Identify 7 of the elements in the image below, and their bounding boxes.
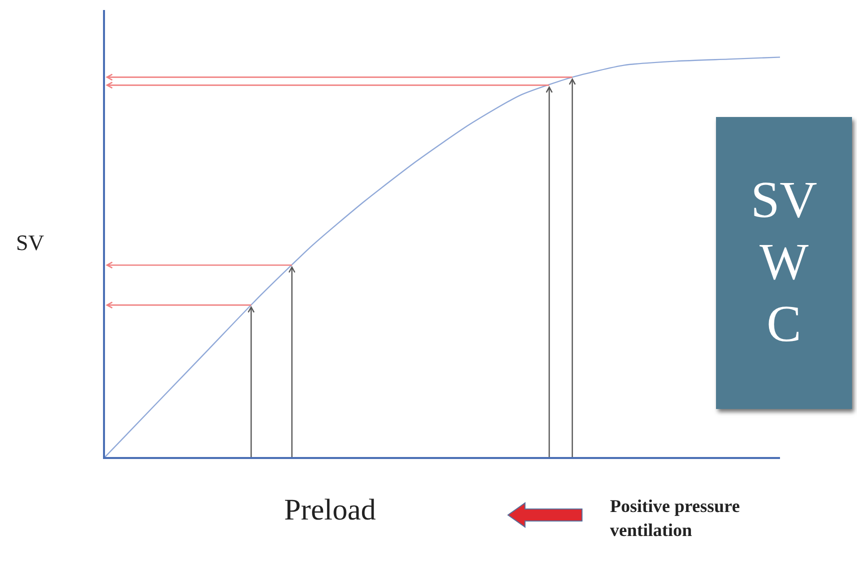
annotation: SV xyxy=(750,171,818,231)
text-panel: SV W C xyxy=(716,117,852,409)
annotation: C xyxy=(766,295,802,355)
annotation: W xyxy=(759,233,809,293)
y-axis-title: SV xyxy=(16,230,44,255)
text: Positive pressure ventilation xyxy=(610,495,741,542)
x-axis-title: Preload xyxy=(284,493,376,526)
